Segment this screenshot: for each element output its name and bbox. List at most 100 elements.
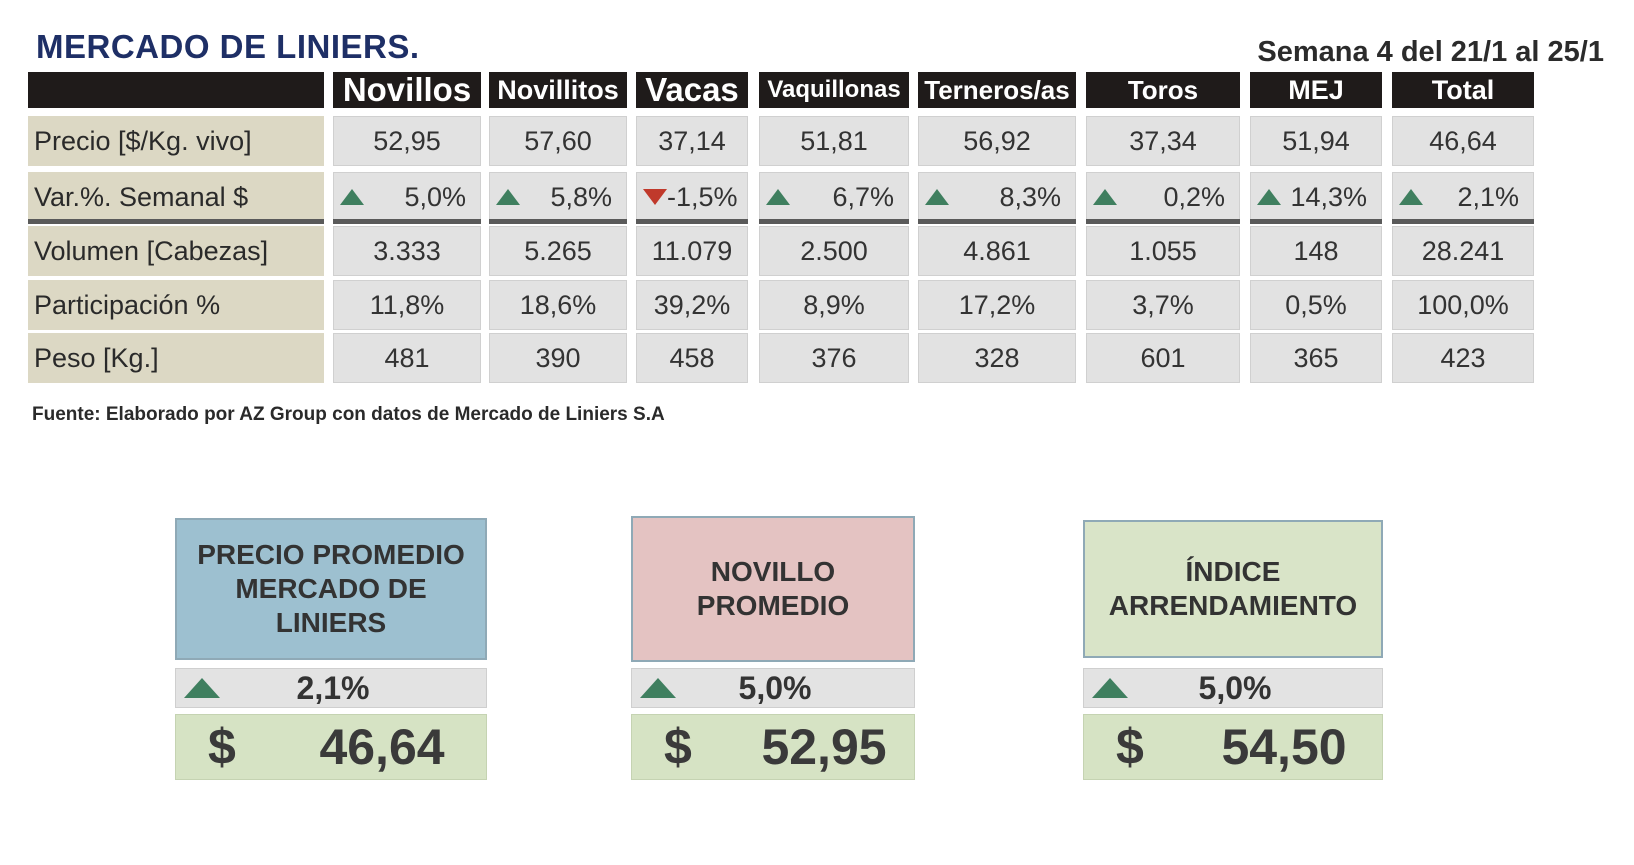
table-cell: 28.241 <box>1392 226 1534 276</box>
summary-variation-row: 5,0% <box>631 668 915 708</box>
header-corner-cell <box>28 72 324 108</box>
column-header: Novillos <box>333 72 481 108</box>
summary-variation-row: 2,1% <box>175 668 487 708</box>
arrow-up-icon <box>640 678 676 698</box>
row-separator <box>918 219 1076 224</box>
summary-title-box: ÍNDICE ARRENDAMIENTO <box>1083 520 1383 658</box>
row-separator <box>28 219 324 224</box>
table-cell: 376 <box>759 333 909 383</box>
summary-price-value: 54,50 <box>1221 719 1347 775</box>
summary-title-line: ÍNDICE <box>1185 556 1281 587</box>
table-cell: 17,2% <box>918 280 1076 330</box>
summary-title-line: PRECIO PROMEDIO <box>197 539 465 570</box>
table-cell: 458 <box>636 333 748 383</box>
table-cell: 365 <box>1250 333 1382 383</box>
table-cell: 148 <box>1250 226 1382 276</box>
summary-price-row: $52,95 <box>631 714 915 780</box>
table-cell: 423 <box>1392 333 1534 383</box>
summary-variation-value: 2,1% <box>296 669 370 706</box>
currency-symbol: $ <box>1116 719 1144 775</box>
table-cell: 51,81 <box>759 116 909 166</box>
table-cell: 5,0% <box>333 172 481 222</box>
column-header: Vacas <box>636 72 748 108</box>
arrow-up-icon <box>1093 189 1117 205</box>
summary-price-row: $46,64 <box>175 714 487 780</box>
row-label: Participación % <box>28 280 324 330</box>
table-cell: 37,34 <box>1086 116 1240 166</box>
table-cell: 8,9% <box>759 280 909 330</box>
summary-variation-value: 5,0% <box>1198 669 1272 706</box>
table-cell: 8,3% <box>918 172 1076 222</box>
table-cell: -1,5% <box>636 172 748 222</box>
row-separator <box>1250 219 1382 224</box>
table-cell: 46,64 <box>1392 116 1534 166</box>
row-label: Peso [Kg.] <box>28 333 324 383</box>
table-cell: 3.333 <box>333 226 481 276</box>
arrow-up-icon <box>766 189 790 205</box>
variation-value: 6,7% <box>832 181 894 212</box>
row-separator <box>636 219 748 224</box>
table-cell: 390 <box>489 333 627 383</box>
arrow-up-icon <box>1399 189 1423 205</box>
row-separator <box>759 219 909 224</box>
row-separator <box>1086 219 1240 224</box>
table-cell: 11,8% <box>333 280 481 330</box>
summary-variation-value: 5,0% <box>738 669 812 706</box>
column-header: MEJ <box>1250 72 1382 108</box>
column-header: Toros <box>1086 72 1240 108</box>
summary-title-line: LINIERS <box>275 607 387 638</box>
row-label: Volumen [Cabezas] <box>28 226 324 276</box>
table-cell: 3,7% <box>1086 280 1240 330</box>
column-header: Vaquillonas <box>759 72 909 108</box>
variation-value: 8,3% <box>999 181 1061 212</box>
variation-value: 14,3% <box>1290 181 1367 212</box>
variation-value: -1,5% <box>667 181 738 212</box>
summary-price-value: 46,64 <box>319 719 445 775</box>
table-cell: 51,94 <box>1250 116 1382 166</box>
summary-title-box: PRECIO PROMEDIO MERCADO DE LINIERS <box>175 518 487 660</box>
arrow-up-icon <box>496 189 520 205</box>
variation-value: 5,8% <box>550 181 612 212</box>
table-cell: 1.055 <box>1086 226 1240 276</box>
table-cell: 37,14 <box>636 116 748 166</box>
summary-variation-row: 5,0% <box>1083 668 1383 708</box>
column-header: Total <box>1392 72 1534 108</box>
row-label: Var.%. Semanal $ <box>28 172 324 222</box>
summary-title-line: MERCADO DE <box>235 573 427 604</box>
arrow-up-icon <box>925 189 949 205</box>
variation-value: 2,1% <box>1457 181 1519 212</box>
summary-title-line: PROMEDIO <box>696 590 850 621</box>
row-separator <box>333 219 481 224</box>
arrow-up-icon <box>1092 678 1128 698</box>
page-title: MERCADO DE LINIERS. <box>36 28 420 65</box>
table-cell: 11.079 <box>636 226 748 276</box>
week-label: Semana 4 del 21/1 al 25/1 <box>1257 36 1604 68</box>
table-cell: 56,92 <box>918 116 1076 166</box>
table-cell: 57,60 <box>489 116 627 166</box>
summary-price-value: 52,95 <box>761 719 887 775</box>
table-cell: 0,2% <box>1086 172 1240 222</box>
row-label: Precio [$/Kg. vivo] <box>28 116 324 166</box>
table-cell: 601 <box>1086 333 1240 383</box>
currency-symbol: $ <box>208 719 236 775</box>
table-cell: 0,5% <box>1250 280 1382 330</box>
table-cell: 4.861 <box>918 226 1076 276</box>
table-cell: 100,0% <box>1392 280 1534 330</box>
summary-price-row: $54,50 <box>1083 714 1383 780</box>
table-cell: 5.265 <box>489 226 627 276</box>
table-cell: 2.500 <box>759 226 909 276</box>
summary-title-line: NOVILLO <box>710 556 836 587</box>
arrow-up-icon <box>340 189 364 205</box>
source-note: Fuente: Elaborado por AZ Group con datos… <box>32 404 665 425</box>
variation-value: 5,0% <box>404 181 466 212</box>
arrow-up-icon <box>184 678 220 698</box>
table-cell: 481 <box>333 333 481 383</box>
table-cell: 14,3% <box>1250 172 1382 222</box>
currency-symbol: $ <box>664 719 692 775</box>
table-cell: 18,6% <box>489 280 627 330</box>
table-cell: 328 <box>918 333 1076 383</box>
summary-title-box: NOVILLO PROMEDIO <box>631 516 915 662</box>
row-separator <box>489 219 627 224</box>
table-cell: 52,95 <box>333 116 481 166</box>
table-cell: 5,8% <box>489 172 627 222</box>
